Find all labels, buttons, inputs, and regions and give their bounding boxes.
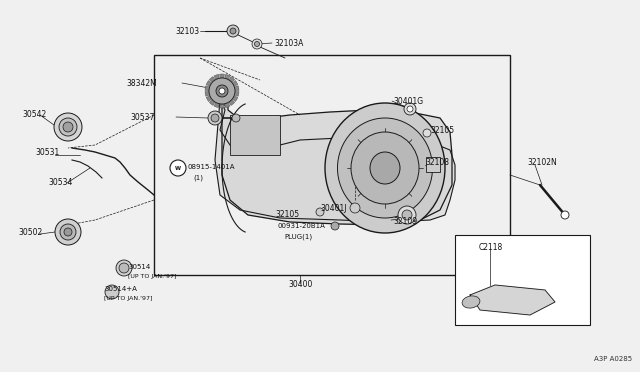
Circle shape <box>216 85 228 97</box>
Circle shape <box>398 206 416 224</box>
Ellipse shape <box>325 103 445 233</box>
Text: 32103: 32103 <box>176 27 200 36</box>
Text: 30542: 30542 <box>22 110 46 119</box>
Text: 30401G: 30401G <box>393 97 423 106</box>
Wedge shape <box>214 102 220 108</box>
Circle shape <box>227 25 239 37</box>
Text: 32109: 32109 <box>393 217 417 226</box>
Text: 30514: 30514 <box>128 264 150 270</box>
Wedge shape <box>209 100 215 105</box>
Polygon shape <box>215 100 455 222</box>
Ellipse shape <box>351 132 419 204</box>
Circle shape <box>63 122 73 132</box>
Circle shape <box>105 285 119 299</box>
Circle shape <box>64 228 72 236</box>
Circle shape <box>232 114 240 122</box>
Circle shape <box>59 118 77 136</box>
Wedge shape <box>206 96 212 102</box>
Ellipse shape <box>462 296 480 308</box>
Wedge shape <box>234 86 239 90</box>
Circle shape <box>55 219 81 245</box>
Text: 32105: 32105 <box>275 210 299 219</box>
Wedge shape <box>209 77 215 82</box>
Ellipse shape <box>337 118 433 218</box>
Bar <box>455 235 590 325</box>
Wedge shape <box>220 104 225 108</box>
Circle shape <box>208 111 222 125</box>
Circle shape <box>119 263 129 273</box>
Circle shape <box>331 222 339 230</box>
Circle shape <box>209 78 235 104</box>
Text: [UP TO JAN.'97]: [UP TO JAN.'97] <box>104 296 152 301</box>
Bar <box>426 157 440 172</box>
Circle shape <box>60 224 76 240</box>
Wedge shape <box>229 100 235 105</box>
Circle shape <box>170 160 186 176</box>
Text: C2118: C2118 <box>479 243 503 252</box>
Wedge shape <box>220 74 225 78</box>
Circle shape <box>230 28 236 34</box>
Text: 32105: 32105 <box>430 126 454 135</box>
Wedge shape <box>206 80 212 86</box>
Wedge shape <box>234 92 239 96</box>
Wedge shape <box>232 96 238 102</box>
Circle shape <box>402 210 412 220</box>
Text: 32102N: 32102N <box>527 158 557 167</box>
Circle shape <box>219 88 225 94</box>
Polygon shape <box>470 285 555 315</box>
Wedge shape <box>205 86 210 90</box>
Text: 30534: 30534 <box>48 178 72 187</box>
Bar <box>154 55 510 275</box>
Circle shape <box>116 260 132 276</box>
Text: 30531: 30531 <box>35 148 60 157</box>
Wedge shape <box>225 102 230 108</box>
Text: PLUG(1): PLUG(1) <box>284 233 312 240</box>
Circle shape <box>423 129 431 137</box>
Circle shape <box>561 211 569 219</box>
Text: 30502: 30502 <box>18 228 42 237</box>
Circle shape <box>255 42 259 46</box>
Ellipse shape <box>370 152 400 184</box>
Wedge shape <box>229 77 235 82</box>
Circle shape <box>407 106 413 112</box>
Wedge shape <box>232 80 238 86</box>
Circle shape <box>211 114 219 122</box>
Circle shape <box>350 203 360 213</box>
Circle shape <box>54 113 82 141</box>
Polygon shape <box>222 105 452 225</box>
Text: 30537: 30537 <box>131 113 155 122</box>
Bar <box>230 115 280 155</box>
Wedge shape <box>205 92 210 96</box>
Circle shape <box>316 208 324 216</box>
Circle shape <box>252 39 262 49</box>
Text: (1): (1) <box>193 174 203 180</box>
Text: A3P A0285: A3P A0285 <box>594 356 632 362</box>
Wedge shape <box>214 74 220 80</box>
Text: 00931-20B1A: 00931-20B1A <box>277 223 325 229</box>
Text: 08915-1401A: 08915-1401A <box>187 164 234 170</box>
Text: 32108: 32108 <box>425 158 449 167</box>
Text: 30514+A: 30514+A <box>104 286 137 292</box>
Text: W: W <box>175 166 181 170</box>
Text: 32103A: 32103A <box>274 39 303 48</box>
Wedge shape <box>225 74 230 80</box>
Text: [UP TO JAN.'97]: [UP TO JAN.'97] <box>128 274 177 279</box>
Text: 30401J: 30401J <box>320 204 346 213</box>
Circle shape <box>404 103 416 115</box>
Text: 30400: 30400 <box>288 280 312 289</box>
Text: 38342M: 38342M <box>126 79 157 88</box>
